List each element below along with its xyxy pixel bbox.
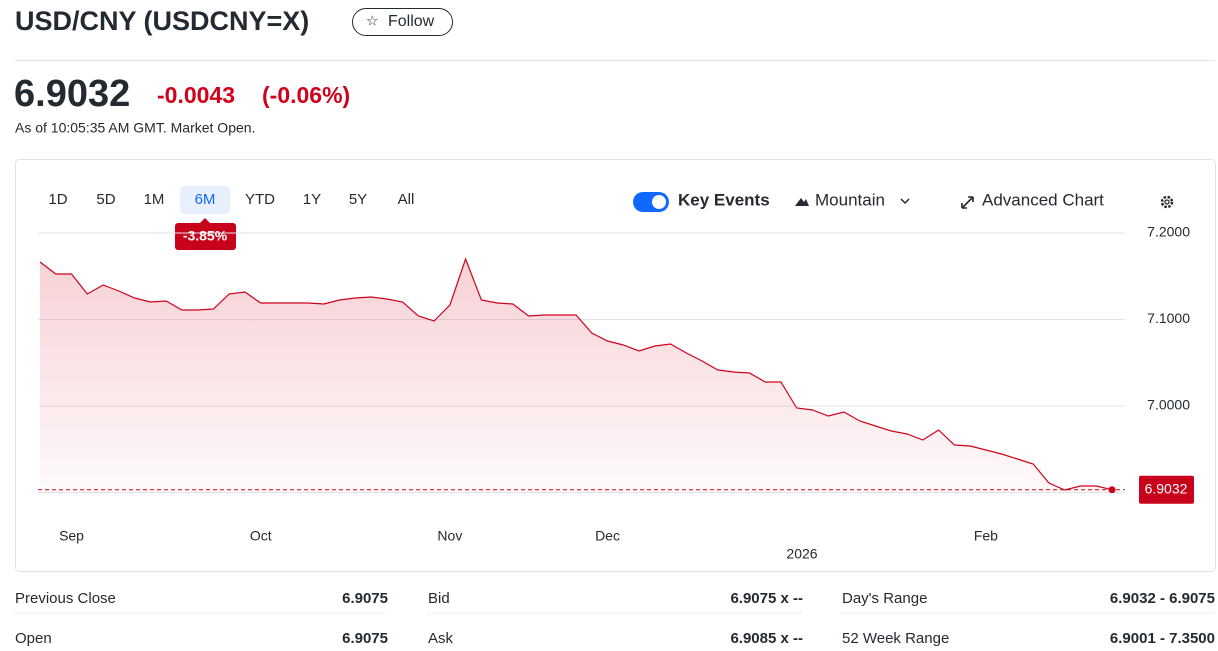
range-tab[interactable]: 5Y (349, 191, 367, 208)
range-tab[interactable]: 1M (144, 191, 165, 208)
x-tick-label: Feb (974, 528, 998, 544)
expand-icon (961, 196, 974, 209)
change-percent: (-0.06%) (262, 82, 350, 108)
range-tab[interactable]: 5D (96, 191, 115, 208)
stat-value: 6.9085 x -- (730, 630, 803, 647)
badge-pointer (199, 218, 211, 224)
advanced-chart[interactable]: Advanced Chart (982, 190, 1104, 209)
y-tick-label: 7.2000 (1147, 224, 1190, 240)
range-tab[interactable]: YTD (245, 191, 275, 208)
stat-value: 6.9075 x -- (730, 590, 803, 607)
follow-button[interactable] (352, 8, 453, 36)
as-of: As of 10:05:35 AM GMT. Market Open. (15, 120, 255, 136)
mountain-icon (795, 198, 809, 206)
price-line (39, 257, 1113, 491)
stat-label: Day's Range (842, 590, 927, 607)
stat-value: 6.9001 - 7.3500 (1110, 630, 1215, 647)
chart-type[interactable]: Mountain (815, 190, 885, 209)
price: 6.9032 (14, 73, 130, 115)
follow-label: Follow (388, 13, 435, 30)
range-change-badge (175, 223, 236, 250)
x-tick-label: Dec (595, 528, 620, 544)
stat-label: 52 Week Range (842, 630, 949, 647)
range-tab[interactable]: 1Y (303, 191, 321, 208)
stat-label: Bid (428, 590, 450, 607)
settings-icon[interactable] (1160, 195, 1174, 209)
x-tick-label: Sep (59, 528, 84, 544)
range-tab[interactable]: 1D (48, 191, 67, 208)
area (40, 259, 1112, 493)
stat-value: 6.9075 (342, 630, 388, 647)
x-tick-label: Oct (250, 528, 272, 544)
stat-label: Previous Close (15, 590, 116, 607)
star-icon: ☆ (366, 13, 379, 29)
settings-center (1164, 199, 1170, 205)
chevron (900, 198, 910, 205)
y-tick-label: 7.1000 (1147, 310, 1190, 326)
change: -0.0043 (157, 82, 235, 108)
last-point (1108, 486, 1116, 494)
last-price-label: 6.9032 (1145, 480, 1188, 496)
stat-label: Ask (428, 630, 454, 647)
title: USD/CNY (USDCNY=X) (15, 6, 309, 36)
key-events[interactable]: Key Events (678, 190, 770, 209)
range-change: -3.85% (183, 228, 228, 244)
y-tick-label: 7.0000 (1147, 397, 1190, 413)
last-price-badge (1139, 475, 1194, 504)
stat-label: Open (15, 630, 52, 647)
range-tab[interactable]: 6M (195, 191, 216, 208)
toggle-knob (652, 195, 666, 209)
x-tick-label: Nov (437, 528, 462, 544)
stat-value: 6.9075 (342, 590, 388, 607)
stat-value: 6.9032 - 6.9075 (1110, 590, 1215, 607)
year-label: 2026 (786, 546, 817, 562)
range-active-bg (180, 186, 230, 214)
range-tab[interactable]: All (398, 191, 415, 208)
